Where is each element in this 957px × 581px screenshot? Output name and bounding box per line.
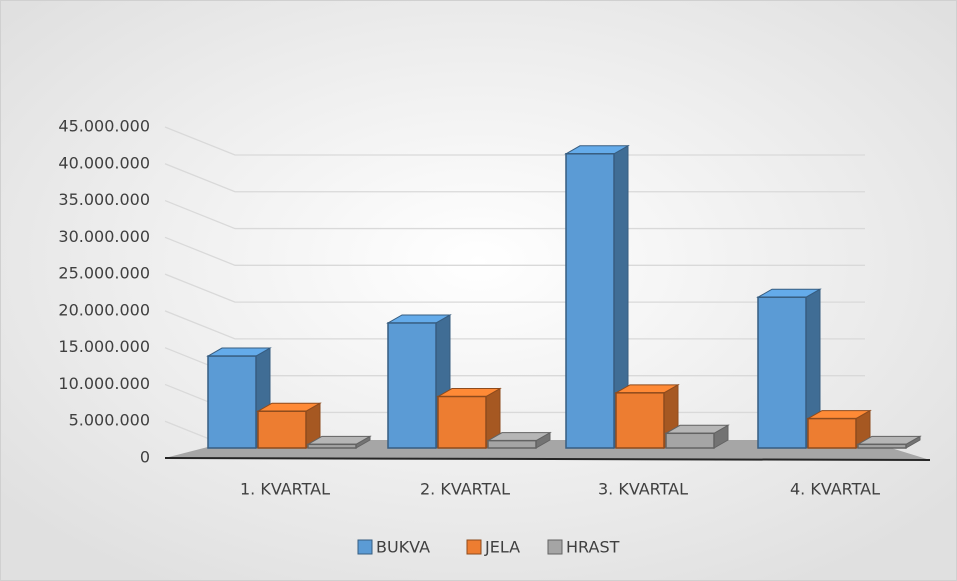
bar-front xyxy=(487,439,537,449)
legend-label: HRAST xyxy=(566,538,620,557)
bar xyxy=(856,435,922,449)
bar xyxy=(664,424,730,449)
y-tick-label: 25.000.000 xyxy=(58,264,150,283)
y-tick-label: 35.000.000 xyxy=(58,190,150,209)
grid-line xyxy=(164,126,865,156)
x-tick-label: 1. KVARTAL xyxy=(240,480,330,499)
x-tick-label: 2. KVARTAL xyxy=(420,480,510,499)
bar-front xyxy=(615,392,665,449)
y-tick-label: 30.000.000 xyxy=(58,227,150,246)
bar-front xyxy=(807,417,857,449)
x-tick-label: 3. KVARTAL xyxy=(598,480,688,499)
grid-line xyxy=(164,236,865,266)
grid-line xyxy=(164,273,865,303)
bar-front xyxy=(665,432,715,449)
bar xyxy=(806,409,872,449)
bar-front xyxy=(257,410,307,449)
grid-line xyxy=(164,163,865,193)
bar xyxy=(256,402,322,449)
y-tick-label: 40.000.000 xyxy=(58,153,150,172)
grid-line xyxy=(164,310,865,340)
bar xyxy=(486,431,552,449)
bar xyxy=(436,387,502,449)
legend-swatch xyxy=(466,539,482,555)
bar-front xyxy=(207,355,257,449)
legend-swatch xyxy=(547,539,563,555)
grid-line xyxy=(164,199,865,230)
bar-front xyxy=(757,296,807,449)
legend-swatch xyxy=(357,539,373,555)
y-tick-label: 45.000.000 xyxy=(58,117,150,136)
bar-front xyxy=(565,153,615,449)
floor-edge xyxy=(164,457,931,461)
bar xyxy=(306,435,372,449)
y-tick-label: 5.000.000 xyxy=(69,411,150,430)
legend-label: JELA xyxy=(484,538,520,557)
y-tick-label: 0 xyxy=(140,448,150,467)
x-tick-label: 4. KVARTAL xyxy=(790,480,880,499)
y-tick-label: 20.000.000 xyxy=(58,300,150,319)
bar-front xyxy=(387,322,437,449)
y-tick-label: 15.000.000 xyxy=(58,337,150,356)
bar-front xyxy=(857,443,907,449)
bar-front xyxy=(437,395,487,449)
y-tick-label: 10.000.000 xyxy=(58,374,150,393)
bar-front xyxy=(307,443,357,449)
bar xyxy=(564,144,630,449)
legend-label: BUKVA xyxy=(376,538,430,557)
